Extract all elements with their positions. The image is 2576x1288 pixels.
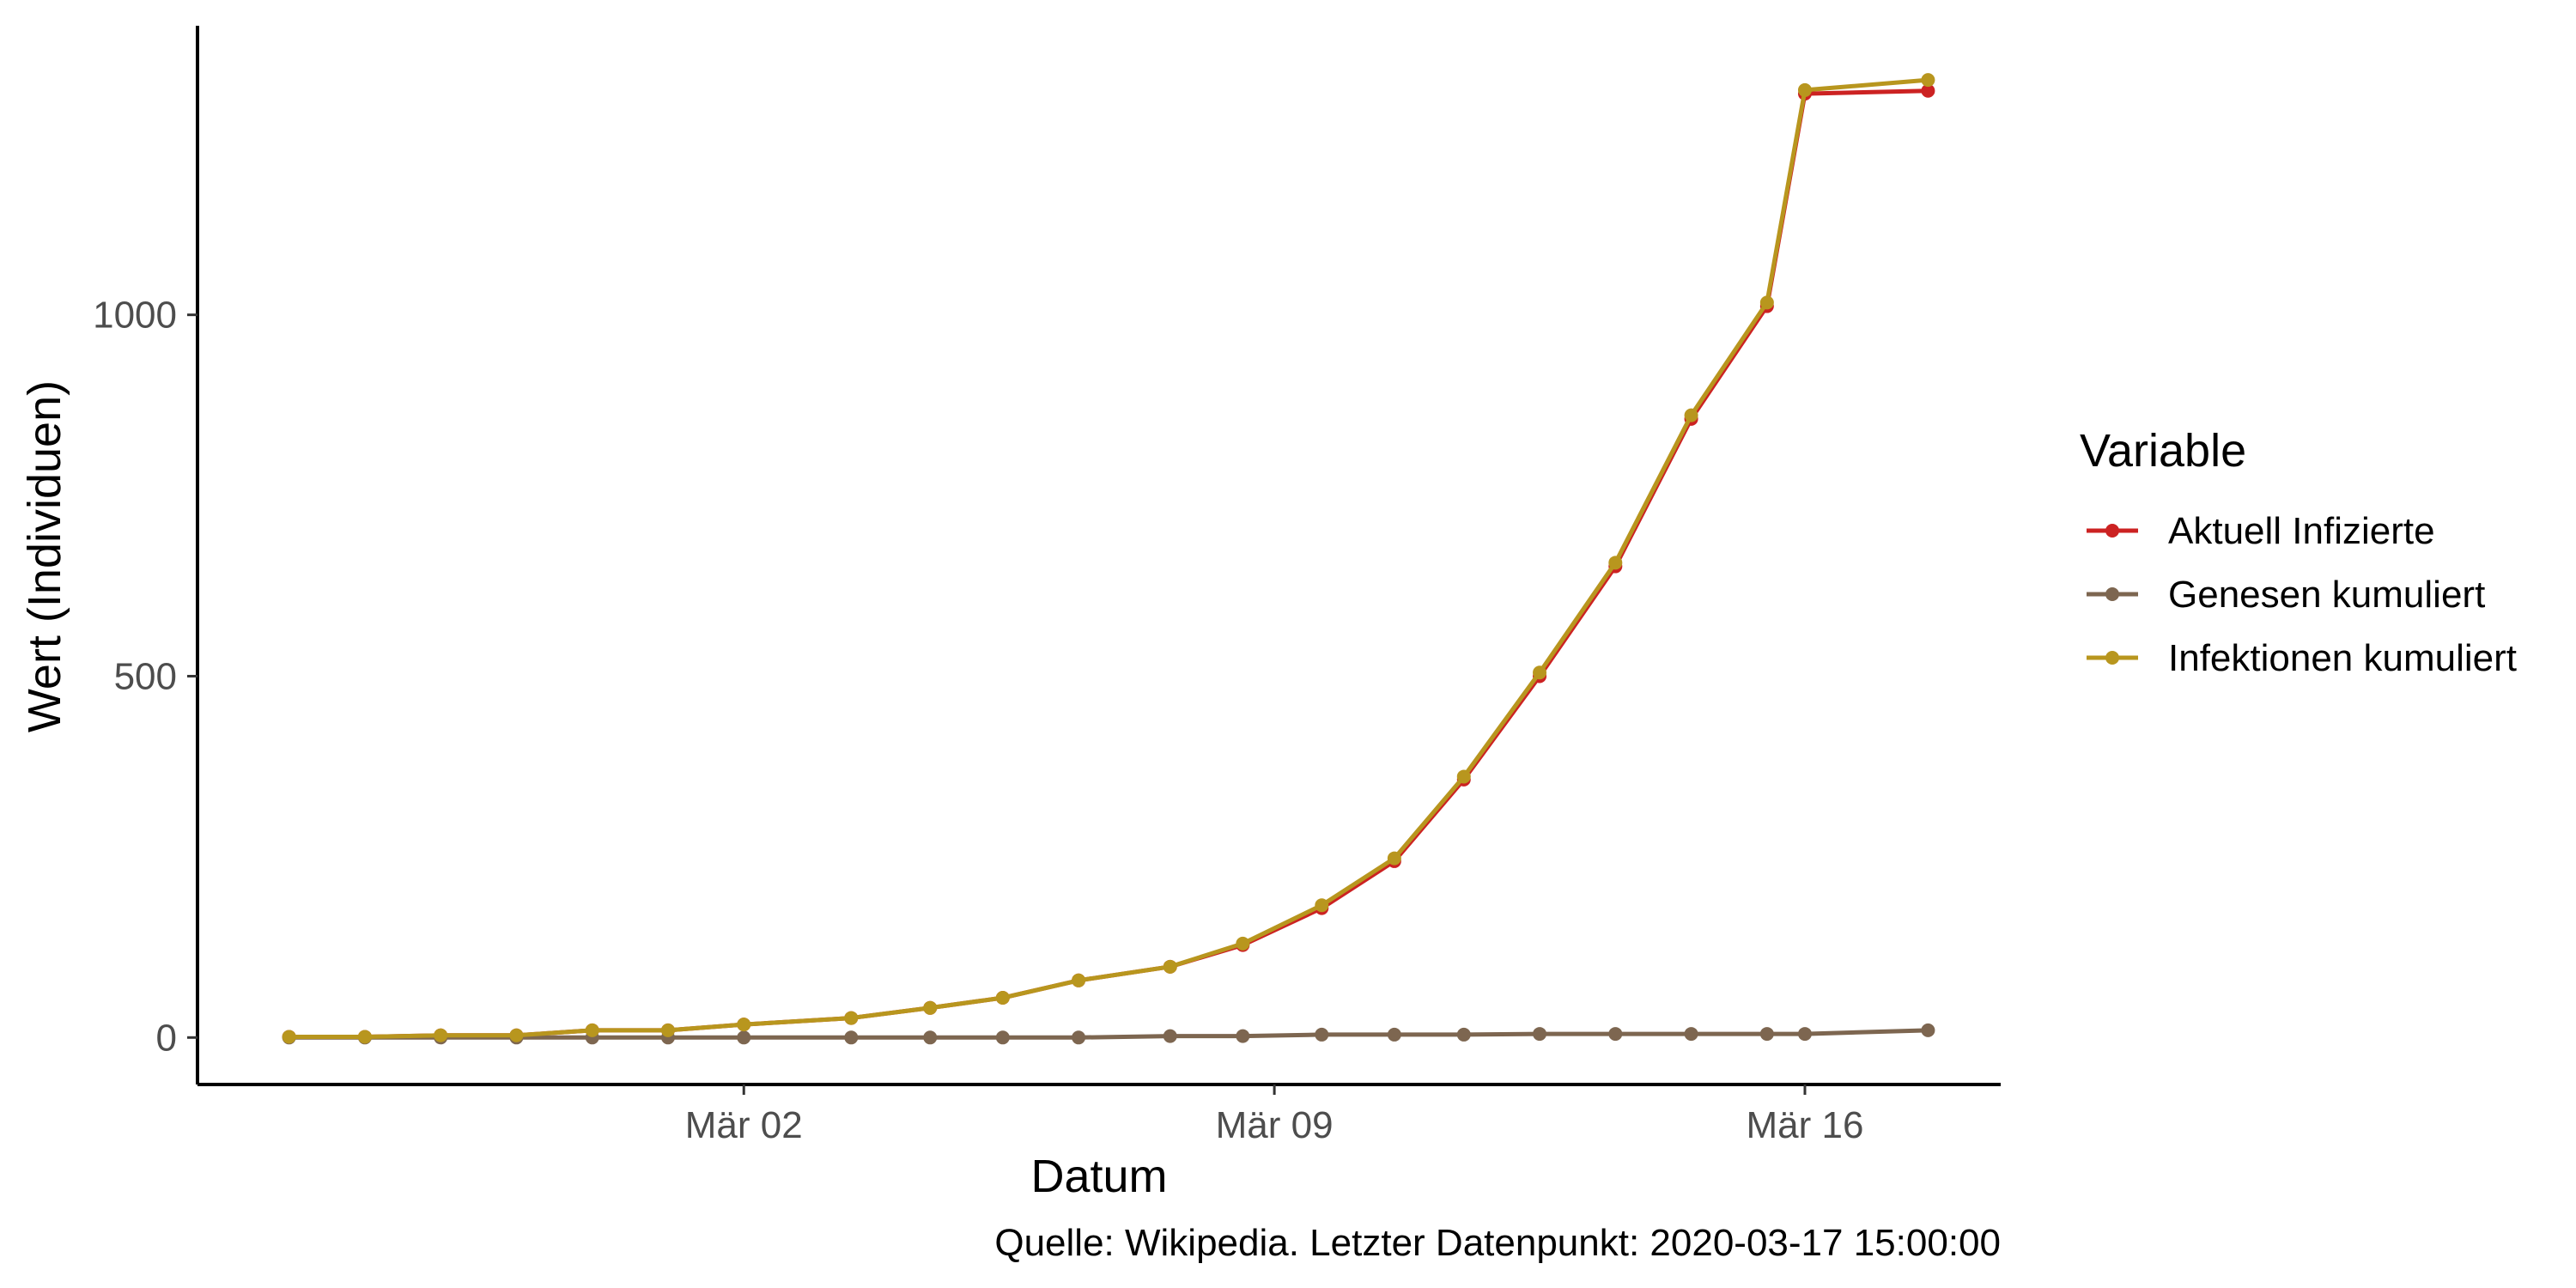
y-tick-label: 500 <box>114 655 177 697</box>
data-point <box>585 1023 599 1037</box>
x-ticks: Mär 02 Mär 09 Mär 16 <box>685 1084 1864 1146</box>
legend-item: Infektionen kumuliert <box>2087 637 2517 679</box>
data-point <box>1315 898 1329 913</box>
data-point <box>1163 1029 1177 1043</box>
y-tick-label: 0 <box>156 1017 177 1059</box>
data-point <box>737 1018 751 1032</box>
legend-item: Aktuell Infizierte <box>2087 510 2435 552</box>
legend-items: Aktuell Infizierte Genesen kumuliert Infek… <box>2087 510 2517 679</box>
legend-title: Variable <box>2080 425 2246 477</box>
data-point <box>1921 1023 1935 1037</box>
plot-lines <box>282 73 1935 1045</box>
x-tick-label: Mär 16 <box>1747 1104 1864 1146</box>
legend-label: Genesen kumuliert <box>2168 574 2485 616</box>
data-point <box>1236 1029 1250 1043</box>
series-line <box>287 1028 1930 1040</box>
data-point <box>1797 82 1812 97</box>
data-point <box>1456 769 1471 784</box>
data-point <box>923 1030 938 1045</box>
legend-label: Aktuell Infizierte <box>2168 510 2435 552</box>
data-point <box>1608 556 1623 570</box>
data-point <box>1163 959 1177 974</box>
data-point <box>1608 1027 1623 1042</box>
data-point <box>1533 665 1547 680</box>
legend-key-point <box>2105 587 2119 601</box>
data-point <box>1387 851 1401 866</box>
legend-item: Genesen kumuliert <box>2087 574 2485 616</box>
series-2 <box>282 73 1935 1044</box>
legend: Variable Aktuell Infizierte Genesen kumul… <box>2080 425 2517 679</box>
data-point <box>1921 83 1935 98</box>
legend-key-point <box>2105 651 2119 665</box>
data-point <box>434 1028 448 1042</box>
data-point <box>995 1030 1010 1045</box>
legend-label: Infektionen kumuliert <box>2168 637 2517 679</box>
data-point <box>1533 1027 1547 1042</box>
x-axis-title: Datum <box>1030 1151 1167 1202</box>
data-point <box>844 1011 859 1025</box>
data-point <box>660 1023 675 1037</box>
data-point <box>995 991 1010 1005</box>
data-point <box>1921 73 1935 88</box>
series-line <box>287 88 1930 1039</box>
series-line <box>287 77 1930 1039</box>
data-point <box>1072 1030 1086 1045</box>
data-point <box>1797 1027 1812 1042</box>
legend-key-point <box>2105 524 2119 538</box>
data-point <box>1759 1027 1774 1042</box>
data-point <box>357 1030 372 1044</box>
data-point <box>1759 295 1774 310</box>
data-point <box>844 1030 859 1045</box>
data-point <box>1236 936 1250 951</box>
series-0 <box>282 83 1935 1044</box>
axes <box>196 26 2001 1086</box>
data-point <box>1684 1027 1698 1042</box>
data-point <box>737 1030 751 1045</box>
y-tick-label: 1000 <box>93 295 177 337</box>
data-point <box>509 1028 524 1042</box>
data-point <box>1387 1027 1401 1042</box>
y-ticks: 0 500 1000 <box>93 295 197 1059</box>
data-point <box>282 1030 296 1044</box>
y-axis-title: Wert (Individuen) <box>19 380 70 732</box>
data-point <box>1315 1027 1329 1042</box>
caption: Quelle: Wikipedia. Letzter Datenpunkt: 2… <box>994 1222 2001 1264</box>
data-point <box>1072 973 1086 987</box>
data-point <box>1456 1027 1471 1042</box>
x-tick-label: Mär 02 <box>685 1104 803 1146</box>
data-point <box>923 1000 938 1015</box>
data-point <box>1684 408 1698 422</box>
x-tick-label: Mär 09 <box>1216 1104 1334 1146</box>
